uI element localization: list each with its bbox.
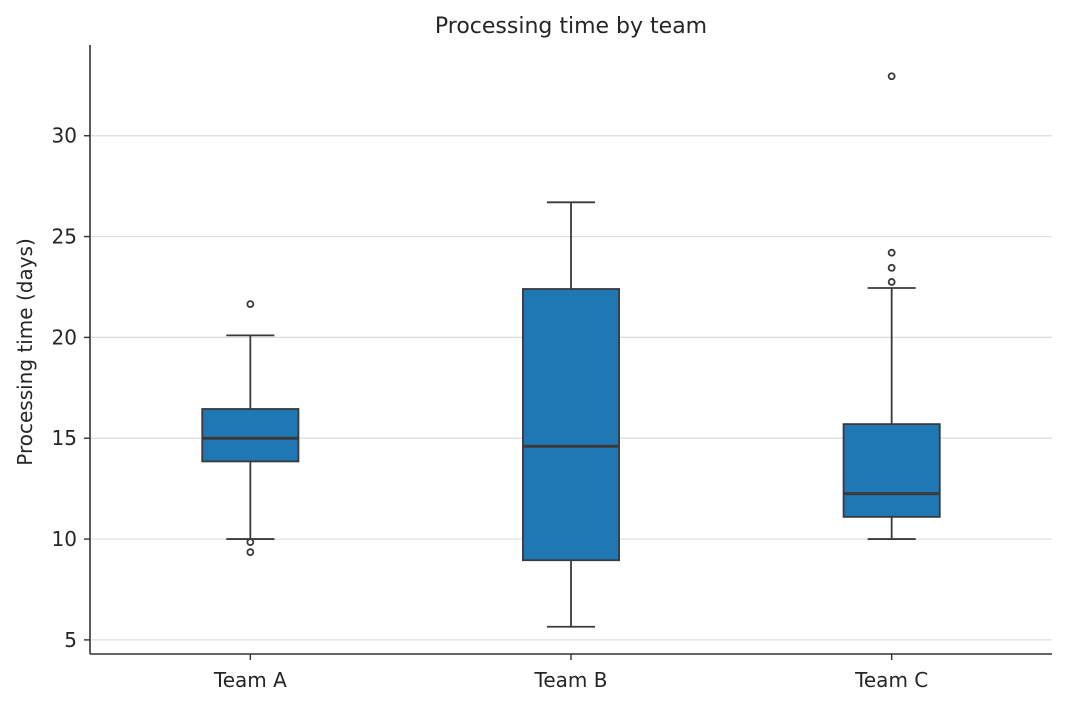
y-tick-label: 30 xyxy=(52,124,77,148)
outlier-point xyxy=(887,263,896,272)
x-tick-label: Team A xyxy=(213,668,287,692)
outlier-point xyxy=(246,300,255,309)
outlier-point xyxy=(887,248,896,257)
box-group xyxy=(522,201,621,628)
iqr-box xyxy=(522,288,621,562)
iqr-box xyxy=(842,423,941,518)
box-group xyxy=(842,72,941,540)
y-tick-label: 15 xyxy=(52,426,77,450)
x-tick-label: Team C xyxy=(854,668,928,692)
chart-title: Processing time by team xyxy=(435,14,707,39)
y-tick-label: 10 xyxy=(52,527,77,551)
boxes xyxy=(201,72,941,628)
outlier-point xyxy=(887,278,896,286)
y-tick-label: 25 xyxy=(52,225,77,249)
y-axis-label: Processing time (days) xyxy=(13,238,37,466)
axes: 5 10 15 20 25 30 Team A Team B Team C xyxy=(52,45,1052,692)
y-tick-label: 5 xyxy=(64,628,77,652)
y-tick-label: 20 xyxy=(52,325,77,349)
box-group xyxy=(201,300,300,557)
x-tick-label: Team B xyxy=(534,668,608,692)
outlier-point xyxy=(246,548,255,557)
iqr-box xyxy=(201,408,300,463)
outlier-point xyxy=(887,72,896,81)
outlier-point xyxy=(246,538,255,546)
